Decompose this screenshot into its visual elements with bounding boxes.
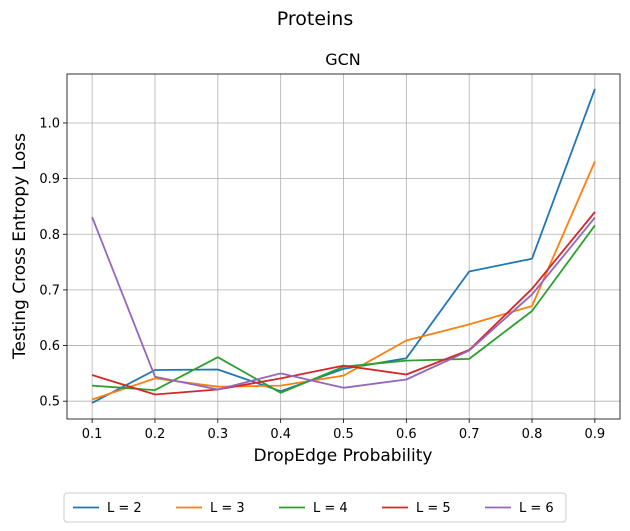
x-tick-label: 0.7 (459, 427, 480, 442)
y-tick-label: 0.7 (39, 283, 60, 298)
chart-title: GCN (325, 50, 361, 69)
legend-label: L = 3 (210, 501, 245, 516)
y-tick-label: 0.6 (39, 339, 60, 354)
x-axis-label: DropEdge Probability (254, 446, 433, 466)
y-tick-label: 0.5 (39, 395, 60, 410)
figure-suptitle: Proteins (277, 8, 354, 30)
legend-item: L = 3 (176, 501, 245, 516)
grid (67, 74, 620, 419)
y-tick-label: 0.9 (39, 172, 60, 187)
x-tick-label: 0.9 (585, 427, 606, 442)
legend: L = 2 L = 3 L = 4 L = 5 L = 6 (63, 492, 567, 523)
x-tick-label: 0.2 (145, 427, 166, 442)
y-tick-label: 1.0 (39, 116, 60, 131)
legend-label: L = 2 (107, 501, 142, 516)
series-line-l4 (92, 224, 596, 394)
x-tick-label: 0.6 (396, 427, 417, 442)
series-line-l6 (91, 216, 596, 391)
legend-item: L = 2 (73, 501, 142, 516)
series-lines (91, 88, 596, 404)
legend-item: L = 4 (279, 501, 348, 516)
legend-item: L = 5 (382, 501, 451, 516)
x-tick-label: 0.1 (82, 427, 103, 442)
legend-item: L = 6 (485, 501, 554, 516)
legend-label: L = 6 (519, 501, 554, 516)
y-tick-label: 0.8 (39, 228, 60, 243)
y-axis-label: Testing Cross Entropy Loss (10, 133, 30, 360)
x-tick-label: 0.5 (333, 427, 354, 442)
x-tick-label: 0.3 (207, 427, 228, 442)
series-line-l5 (91, 211, 596, 396)
x-tick-label: 0.8 (522, 427, 543, 442)
x-tick-label: 0.4 (270, 427, 291, 442)
series-line-l2 (91, 88, 596, 404)
axis-ticks: 0.1 0.2 0.3 0.4 0.5 0.6 0.7 0.8 0.9 0.5 0.6 0.7 0.8 0… (39, 116, 605, 442)
legend-box (63, 492, 567, 523)
legend-label: L = 4 (313, 501, 348, 516)
legend-label: L = 5 (416, 501, 451, 516)
